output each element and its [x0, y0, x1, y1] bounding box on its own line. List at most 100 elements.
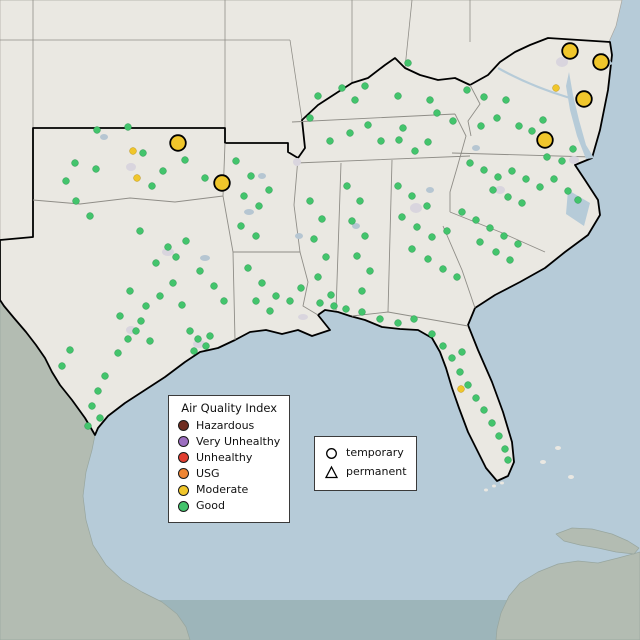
station-good[interactable] — [489, 186, 497, 194]
station-good[interactable] — [84, 422, 92, 430]
station-good[interactable] — [476, 238, 484, 246]
station-good[interactable] — [413, 223, 421, 231]
station-good[interactable] — [494, 173, 502, 181]
station-good[interactable] — [480, 406, 488, 414]
station-good[interactable] — [508, 167, 516, 175]
station-good[interactable] — [394, 182, 402, 190]
station-good[interactable] — [137, 317, 145, 325]
station-good[interactable] — [172, 253, 180, 261]
station-good[interactable] — [364, 121, 372, 129]
station-good[interactable] — [96, 414, 104, 422]
station-good[interactable] — [232, 157, 240, 165]
station-good[interactable] — [395, 136, 403, 144]
station-good[interactable] — [528, 127, 536, 135]
station-good[interactable] — [466, 159, 474, 167]
station-moderate[interactable] — [133, 174, 141, 182]
station-good[interactable] — [522, 175, 530, 183]
station-good[interactable] — [240, 192, 248, 200]
station-good[interactable] — [88, 402, 96, 410]
station-good[interactable] — [201, 174, 209, 182]
station-good[interactable] — [132, 327, 140, 335]
station-good[interactable] — [169, 279, 177, 287]
station-good[interactable] — [458, 348, 466, 356]
station-good[interactable] — [376, 315, 384, 323]
station-good[interactable] — [142, 302, 150, 310]
station-good[interactable] — [424, 255, 432, 263]
station-good[interactable] — [272, 292, 280, 300]
station-good[interactable] — [464, 381, 472, 389]
station-good[interactable] — [92, 165, 100, 173]
station-good[interactable] — [394, 92, 402, 100]
station-good[interactable] — [394, 319, 402, 327]
station-good[interactable] — [472, 216, 480, 224]
station-good[interactable] — [196, 267, 204, 275]
station-good[interactable] — [366, 267, 374, 275]
station-good[interactable] — [477, 122, 485, 130]
station-good[interactable] — [456, 368, 464, 376]
station-good[interactable] — [237, 222, 245, 230]
station-good[interactable] — [411, 147, 419, 155]
station-good[interactable] — [72, 197, 80, 205]
station-good[interactable] — [358, 308, 366, 316]
station-good[interactable] — [136, 227, 144, 235]
station-good[interactable] — [346, 129, 354, 137]
station-good[interactable] — [148, 182, 156, 190]
station-good[interactable] — [266, 307, 274, 315]
station-good[interactable] — [327, 291, 335, 299]
station-good[interactable] — [306, 197, 314, 205]
station-good[interactable] — [252, 232, 260, 240]
station-good[interactable] — [116, 312, 124, 320]
station-good[interactable] — [361, 232, 369, 240]
station-good[interactable] — [428, 330, 436, 338]
station-good[interactable] — [202, 342, 210, 350]
station-good[interactable] — [316, 299, 324, 307]
station-good[interactable] — [146, 337, 154, 345]
station-good[interactable] — [114, 349, 122, 357]
station-good[interactable] — [439, 342, 447, 350]
station-good[interactable] — [399, 124, 407, 132]
station-good[interactable] — [493, 114, 501, 122]
station-good[interactable] — [443, 227, 451, 235]
station-moderate-temporary[interactable] — [575, 90, 593, 108]
station-good[interactable] — [182, 237, 190, 245]
station-good[interactable] — [472, 394, 480, 402]
station-good[interactable] — [258, 279, 266, 287]
station-good[interactable] — [536, 183, 544, 191]
station-good[interactable] — [495, 432, 503, 440]
station-good[interactable] — [361, 82, 369, 90]
station-moderate[interactable] — [457, 385, 465, 393]
station-good[interactable] — [86, 212, 94, 220]
station-good[interactable] — [252, 297, 260, 305]
station-good[interactable] — [449, 117, 457, 125]
station-good[interactable] — [408, 245, 416, 253]
station-good[interactable] — [164, 243, 172, 251]
station-good[interactable] — [322, 253, 330, 261]
station-good[interactable] — [297, 284, 305, 292]
station-good[interactable] — [348, 217, 356, 225]
station-good[interactable] — [71, 159, 79, 167]
station-good[interactable] — [342, 305, 350, 313]
station-good[interactable] — [353, 252, 361, 260]
station-good[interactable] — [480, 93, 488, 101]
station-good[interactable] — [518, 199, 526, 207]
station-good[interactable] — [101, 372, 109, 380]
station-good[interactable] — [318, 215, 326, 223]
station-good[interactable] — [356, 197, 364, 205]
station-good[interactable] — [93, 126, 101, 134]
station-good[interactable] — [480, 166, 488, 174]
station-good[interactable] — [247, 172, 255, 180]
station-good[interactable] — [326, 137, 334, 145]
station-good[interactable] — [265, 186, 273, 194]
station-good[interactable] — [358, 287, 366, 295]
station-good[interactable] — [377, 137, 385, 145]
station-good[interactable] — [58, 362, 66, 370]
station-good[interactable] — [186, 327, 194, 335]
station-good[interactable] — [539, 116, 547, 124]
station-moderate[interactable] — [552, 84, 560, 92]
station-good[interactable] — [453, 273, 461, 281]
station-good[interactable] — [501, 445, 509, 453]
station-good[interactable] — [550, 175, 558, 183]
station-good[interactable] — [220, 297, 228, 305]
station-good[interactable] — [210, 282, 218, 290]
station-good[interactable] — [410, 315, 418, 323]
